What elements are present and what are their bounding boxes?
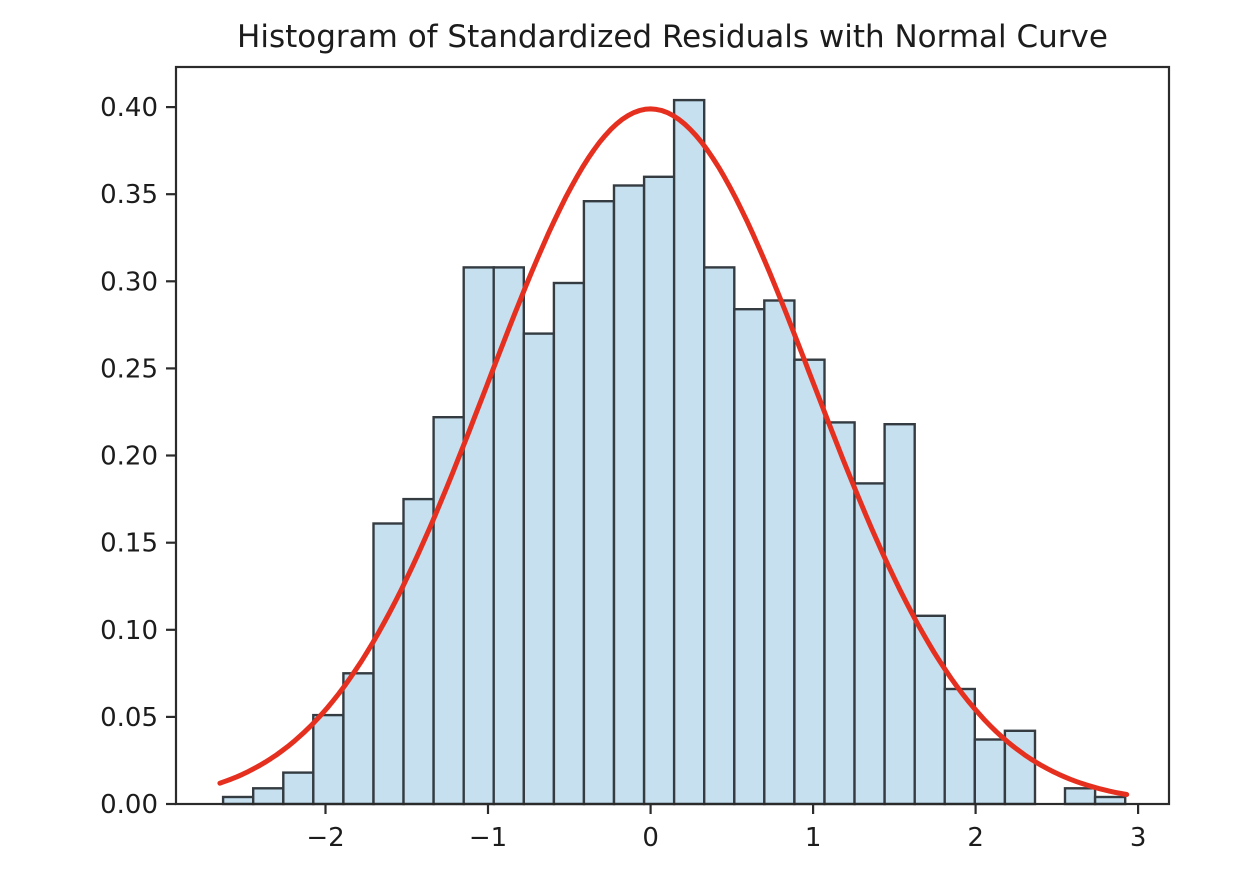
histogram-bar xyxy=(522,332,556,806)
y-tick-label: 0.40 xyxy=(100,93,158,123)
histogram-bar xyxy=(282,771,315,806)
x-tick-label: 3 xyxy=(1130,823,1147,853)
y-tick-label: 0.30 xyxy=(100,267,158,297)
histogram-bar xyxy=(612,184,646,806)
histogram-bar xyxy=(733,308,766,806)
y-tick-label: 0.35 xyxy=(100,180,158,210)
histogram-bar xyxy=(703,266,736,806)
histogram-bar xyxy=(763,299,796,806)
histogram-bar xyxy=(432,416,465,806)
histogram-bar xyxy=(312,713,345,806)
y-tick-label: 0.25 xyxy=(100,354,158,384)
x-tick-label: 1 xyxy=(805,823,822,853)
histogram-bar xyxy=(1063,787,1097,806)
y-tick-label: 0.00 xyxy=(100,790,158,820)
y-tick-label: 0.05 xyxy=(100,703,158,733)
histogram-bar xyxy=(582,199,616,806)
histogram-bar xyxy=(672,98,706,806)
x-tick-label: 2 xyxy=(967,823,984,853)
histogram-bar xyxy=(552,281,586,806)
histogram-bar xyxy=(973,738,1007,806)
histogram-bar xyxy=(853,482,886,806)
normal-curve xyxy=(217,106,1130,797)
chart-title: Histogram of Standardized Residuals with… xyxy=(237,19,1108,55)
histogram-bar xyxy=(342,672,375,806)
histogram-bar xyxy=(462,266,496,806)
histogram-bar xyxy=(793,358,826,806)
histogram-bar xyxy=(402,497,435,806)
histogram-bar xyxy=(642,175,676,806)
histogram-bar xyxy=(372,522,405,806)
y-tick-label: 0.20 xyxy=(100,442,158,472)
plot-border xyxy=(174,65,1171,806)
histogram-bar xyxy=(492,266,526,806)
x-tick-label: −1 xyxy=(469,823,507,853)
histogram-bar xyxy=(251,787,285,806)
x-tick-label: 0 xyxy=(642,823,659,853)
y-tick-label: 0.10 xyxy=(100,616,158,646)
x-tick-label: −2 xyxy=(306,823,344,853)
y-tick-label: 0.15 xyxy=(100,529,158,559)
